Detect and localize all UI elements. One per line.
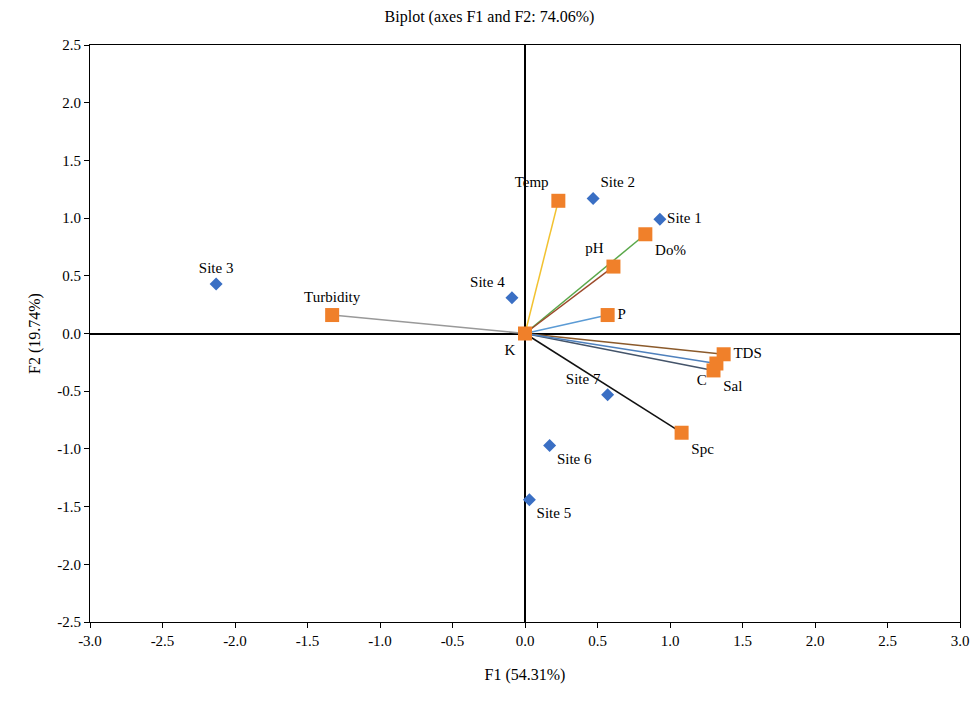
svg-text:Do%: Do% (655, 242, 686, 258)
svg-text:Spc: Spc (691, 441, 714, 457)
svg-text:Site 2: Site 2 (600, 174, 635, 190)
svg-text:-1.5: -1.5 (57, 499, 81, 515)
svg-text:F2 (19.74%): F2 (19.74%) (26, 293, 44, 374)
svg-text:P: P (617, 306, 625, 322)
svg-text:0.0: 0.0 (62, 326, 81, 342)
svg-text:-0.5: -0.5 (57, 383, 81, 399)
svg-text:-1.0: -1.0 (57, 441, 81, 457)
svg-text:Site 5: Site 5 (537, 505, 572, 521)
svg-text:2.5: 2.5 (62, 37, 81, 53)
svg-text:Site 1: Site 1 (667, 210, 702, 226)
svg-text:pH: pH (585, 240, 604, 256)
svg-text:K: K (504, 342, 515, 358)
svg-text:Site 3: Site 3 (199, 260, 234, 276)
svg-text:0.5: 0.5 (62, 268, 81, 284)
svg-text:-0.5: -0.5 (441, 633, 465, 649)
svg-text:-3.0: -3.0 (78, 633, 102, 649)
svg-text:Turbidity: Turbidity (304, 289, 361, 305)
svg-text:-1.5: -1.5 (296, 633, 320, 649)
svg-text:-2.5: -2.5 (57, 614, 81, 630)
svg-text:TDS: TDS (733, 345, 761, 361)
svg-text:1.5: 1.5 (733, 633, 752, 649)
svg-text:1.5: 1.5 (62, 153, 81, 169)
svg-text:Temp: Temp (515, 174, 549, 190)
svg-text:0.5: 0.5 (588, 633, 607, 649)
svg-text:0.0: 0.0 (516, 633, 535, 649)
svg-text:2.0: 2.0 (62, 95, 81, 111)
svg-text:C: C (697, 372, 707, 388)
svg-text:-1.0: -1.0 (368, 633, 392, 649)
svg-text:2.5: 2.5 (878, 633, 897, 649)
svg-text:F1 (54.31%): F1 (54.31%) (485, 666, 566, 684)
svg-text:1.0: 1.0 (62, 210, 81, 226)
svg-text:1.0: 1.0 (661, 633, 680, 649)
svg-text:Sal: Sal (723, 378, 742, 394)
svg-text:Biplot (axes F1 and F2: 74.06%: Biplot (axes F1 and F2: 74.06%) (385, 8, 595, 26)
svg-text:3.0: 3.0 (951, 633, 970, 649)
svg-text:Site 4: Site 4 (470, 274, 505, 290)
svg-text:Site 6: Site 6 (557, 451, 592, 467)
svg-text:Site 7: Site 7 (566, 371, 601, 387)
svg-text:2.0: 2.0 (806, 633, 825, 649)
svg-text:-2.0: -2.0 (223, 633, 247, 649)
svg-text:-2.0: -2.0 (57, 557, 81, 573)
svg-text:-2.5: -2.5 (151, 633, 175, 649)
